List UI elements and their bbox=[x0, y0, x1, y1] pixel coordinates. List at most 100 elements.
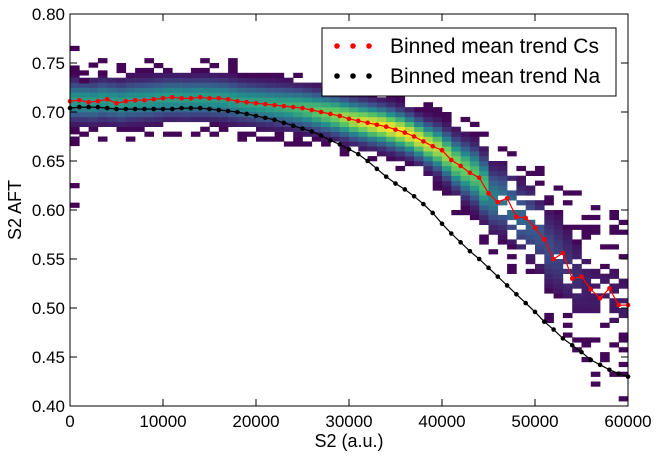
series-point bbox=[356, 118, 361, 124]
heatmap-cell bbox=[376, 141, 387, 147]
heatmap-cell bbox=[544, 259, 554, 265]
heatmap-cell bbox=[311, 116, 322, 123]
heatmap-cell bbox=[246, 107, 257, 113]
heatmap-cell bbox=[358, 141, 368, 147]
heatmap-cell bbox=[135, 77, 145, 83]
heatmap-cell bbox=[581, 224, 592, 230]
heatmap-cell bbox=[218, 97, 229, 103]
heatmap-cell bbox=[572, 244, 582, 250]
heatmap-cell bbox=[302, 87, 313, 93]
heatmap-cell bbox=[581, 234, 592, 240]
heatmap-cell bbox=[321, 121, 331, 127]
heatmap-cell bbox=[88, 121, 99, 127]
heatmap-cell bbox=[70, 82, 80, 88]
series-point bbox=[95, 98, 101, 104]
series-point bbox=[179, 95, 184, 101]
heatmap-cell bbox=[386, 131, 396, 137]
series-point bbox=[486, 191, 491, 196]
heatmap-cell bbox=[442, 141, 452, 147]
heatmap-cell bbox=[330, 136, 340, 142]
series-point bbox=[225, 96, 231, 102]
heatmap-cell bbox=[460, 210, 471, 216]
heatmap-cell bbox=[479, 185, 489, 191]
heatmap-cell bbox=[256, 136, 266, 142]
heatmap-cell bbox=[153, 112, 164, 118]
heatmap-cell bbox=[423, 161, 433, 167]
heatmap-cell bbox=[339, 107, 350, 113]
heatmap-cell bbox=[237, 82, 247, 88]
heatmap-cell bbox=[190, 72, 201, 78]
heatmap-cell bbox=[432, 161, 443, 167]
heatmap-cell bbox=[311, 102, 322, 108]
heatmap-cell bbox=[367, 141, 378, 147]
heatmap-cell bbox=[553, 268, 564, 274]
heatmap-cell bbox=[451, 146, 461, 152]
heatmap-cell bbox=[581, 298, 592, 304]
series-point bbox=[197, 105, 203, 111]
series-point bbox=[532, 309, 538, 315]
heatmap-cell bbox=[386, 107, 396, 113]
heatmap-cell bbox=[507, 263, 517, 270]
heatmap-cell bbox=[256, 126, 266, 132]
heatmap-cell bbox=[88, 102, 99, 108]
heatmap-cell bbox=[404, 112, 415, 118]
heatmap-cell bbox=[256, 121, 266, 127]
heatmap-cell bbox=[311, 82, 322, 88]
heatmap-cell bbox=[618, 396, 629, 402]
heatmap-cell bbox=[209, 112, 220, 118]
heatmap-cell bbox=[535, 170, 545, 176]
series-point bbox=[337, 113, 343, 119]
series-point bbox=[151, 106, 156, 112]
heatmap-cell bbox=[349, 121, 359, 127]
heatmap-cell bbox=[274, 107, 285, 113]
heatmap-cell bbox=[497, 234, 508, 240]
series-point bbox=[588, 287, 594, 292]
heatmap-cell bbox=[479, 131, 489, 137]
heatmap-cell bbox=[590, 381, 601, 387]
heatmap-cell bbox=[107, 87, 117, 93]
heatmap-cell bbox=[609, 371, 619, 377]
heatmap-cell bbox=[404, 126, 415, 132]
heatmap-cell bbox=[200, 116, 210, 123]
series-point bbox=[132, 97, 138, 103]
heatmap-cell bbox=[414, 112, 424, 118]
y-tick-label: 0.45 bbox=[32, 348, 65, 367]
heatmap-cell bbox=[395, 136, 406, 142]
heatmap-cell bbox=[274, 97, 285, 103]
legend-marker bbox=[366, 73, 372, 79]
heatmap-cell bbox=[507, 195, 517, 201]
heatmap-cell bbox=[190, 77, 201, 83]
heatmap-cell bbox=[525, 224, 536, 230]
heatmap-cell bbox=[469, 156, 480, 162]
heatmap-cell bbox=[330, 107, 340, 113]
series-point bbox=[300, 126, 305, 131]
series-point bbox=[383, 124, 389, 129]
heatmap-cell bbox=[125, 116, 136, 123]
heatmap-cell bbox=[88, 82, 99, 88]
series-point bbox=[560, 250, 566, 256]
heatmap-cell bbox=[218, 87, 229, 93]
heatmap-cell bbox=[460, 141, 471, 147]
heatmap-cell bbox=[200, 97, 210, 103]
heatmap-cell bbox=[302, 102, 313, 108]
heatmap-cell bbox=[553, 283, 564, 289]
heatmap-cell bbox=[544, 254, 554, 260]
heatmap-cell bbox=[181, 92, 192, 98]
heatmap-cell bbox=[228, 77, 238, 83]
heatmap-cell bbox=[274, 87, 285, 93]
heatmap-cell bbox=[572, 273, 582, 279]
heatmap-cell bbox=[79, 107, 89, 113]
heatmap-cell bbox=[404, 136, 415, 142]
heatmap-cell bbox=[562, 190, 573, 196]
heatmap-cell bbox=[339, 126, 350, 132]
heatmap-cell bbox=[553, 259, 564, 265]
heatmap-cell bbox=[535, 180, 545, 186]
heatmap-cell bbox=[488, 180, 499, 186]
heatmap-cell bbox=[376, 102, 387, 108]
heatmap-cell bbox=[274, 77, 285, 83]
heatmap-cell bbox=[97, 136, 108, 142]
heatmap-cell bbox=[70, 136, 80, 142]
series-point bbox=[569, 342, 575, 348]
heatmap-cell bbox=[432, 107, 443, 113]
series-point bbox=[393, 127, 398, 132]
